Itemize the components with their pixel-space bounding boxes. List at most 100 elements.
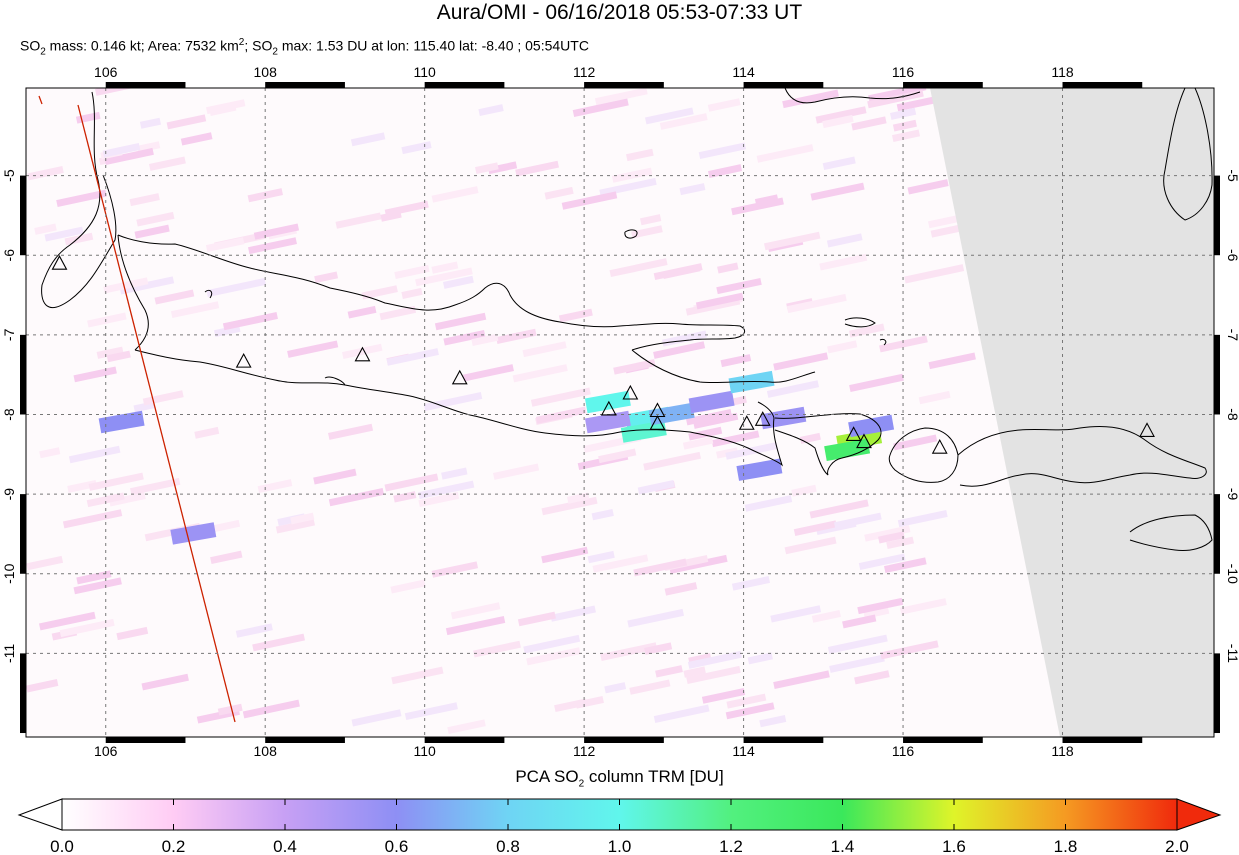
frame-bar-bottom: [105, 737, 186, 743]
volcano-triangle-icon: [622, 384, 639, 400]
noise-streak: [629, 679, 671, 695]
noise-streak: [443, 329, 486, 346]
noise-streak: [361, 285, 398, 300]
orbit-track-mark: [38, 95, 43, 105]
longitude-label-top: 108: [254, 64, 278, 80]
noise-streak: [475, 162, 499, 174]
latitude-label-left: -7: [1, 328, 17, 341]
noise-streak: [56, 189, 107, 207]
colorbar-label: 1.8: [1054, 837, 1078, 855]
volcano-triangle-icon: [649, 415, 666, 430]
noise-streak: [842, 614, 877, 629]
noise-streak: [522, 341, 567, 358]
colorbar-label: 0.6: [385, 837, 409, 855]
noise-streak: [655, 665, 683, 678]
noise-streak: [487, 161, 518, 175]
noise-streak: [867, 89, 924, 109]
noise-streak: [720, 354, 752, 368]
noise-streak: [829, 654, 885, 673]
noise-streak: [384, 473, 439, 492]
latitude-label-right: -8: [1225, 408, 1239, 421]
colorbar-label: 1.4: [831, 837, 855, 855]
noise-streak: [39, 611, 96, 631]
noise-streak: [773, 670, 830, 689]
no-data-region: [930, 88, 1214, 737]
noise-streak: [217, 703, 243, 716]
noise-streak: [717, 262, 739, 274]
orbit-track-line: [77, 104, 236, 723]
noise-streak: [34, 223, 57, 235]
noise-streak: [591, 508, 614, 521]
coastline-sulawesi: [1163, 88, 1213, 221]
frame-bar-right: [1214, 653, 1220, 734]
volcano-triangle-icon: [845, 426, 862, 441]
noise-streak: [335, 212, 382, 229]
coastline-small-islands: [204, 229, 887, 386]
frame-bar-bottom: [584, 737, 664, 743]
coastline-sumbawa: [957, 425, 1207, 487]
noise-streak: [290, 512, 315, 525]
noise-streak: [851, 116, 887, 131]
noise-streak: [878, 531, 905, 544]
latitude-label-left: -8: [1, 408, 17, 421]
latitude-label-right: -11: [1225, 644, 1239, 663]
noise-streak: [747, 652, 773, 665]
noise-streak: [473, 640, 521, 658]
noise-streak: [609, 258, 668, 278]
noise-streak: [109, 492, 146, 507]
colorbar-label: 2.0: [1165, 837, 1189, 855]
noise-streak: [380, 210, 402, 222]
noise-streak: [811, 610, 841, 623]
noise-streak: [141, 673, 189, 691]
longitude-label-bottom: 106: [94, 743, 118, 759]
frame-bar-top: [1062, 82, 1143, 88]
noise-streak: [810, 182, 865, 201]
noise-streak: [711, 430, 760, 448]
noise-streak: [664, 582, 698, 596]
noise-streak: [102, 143, 141, 158]
colorbar-label: 1.6: [942, 837, 966, 855]
latitude-label-left: -9: [1, 488, 17, 501]
noise-streak: [328, 423, 374, 440]
noise-streak: [26, 679, 59, 693]
noise-streak: [826, 233, 863, 248]
noise-streak: [756, 144, 814, 163]
longitude-label-bottom: 116: [892, 743, 915, 759]
noise-streak: [659, 113, 708, 130]
noise-streak: [86, 492, 125, 508]
noise-streak: [314, 271, 339, 284]
noise-streak: [517, 611, 556, 627]
noise-streak: [493, 463, 540, 480]
noise-streak: [637, 480, 675, 495]
latitude-label-right: -6: [1225, 249, 1239, 262]
so2-pixel: [584, 390, 631, 414]
noise-streak: [766, 380, 820, 398]
coastline-lombok: [888, 427, 959, 483]
longitude-label-bottom: 110: [413, 743, 436, 759]
noise-streak: [104, 147, 154, 165]
noise-streak: [686, 665, 741, 685]
noise-streak: [544, 186, 574, 200]
longitude-labels-bottom: 106 108 110 112 114 116 118: [94, 743, 1074, 759]
map-title: Aura/OMI - 06/16/2018 05:53-07:33 UT: [436, 1, 803, 24]
coastline-madura: [631, 349, 816, 384]
so2-pixel: [584, 410, 631, 434]
noise-streak: [572, 98, 629, 117]
noise-streak: [809, 499, 869, 519]
longitude-label-bottom: 118: [1051, 743, 1074, 759]
so2-pixel: [620, 420, 667, 443]
noise-streak: [682, 436, 714, 450]
noise-streak: [695, 292, 744, 310]
volcano-triangle-icon: [451, 369, 468, 385]
noise-streak: [827, 340, 858, 354]
noise-streak: [604, 682, 627, 694]
colorbar-high-arrow: [1176, 798, 1222, 831]
noise-streak: [149, 156, 186, 171]
noise-streak: [248, 237, 297, 255]
noise-streak: [662, 330, 707, 347]
noise-streak: [401, 287, 423, 299]
noise-streak: [170, 301, 220, 319]
noise-streak: [554, 698, 588, 713]
noise-streak: [687, 650, 742, 669]
noise-streak: [698, 142, 747, 160]
